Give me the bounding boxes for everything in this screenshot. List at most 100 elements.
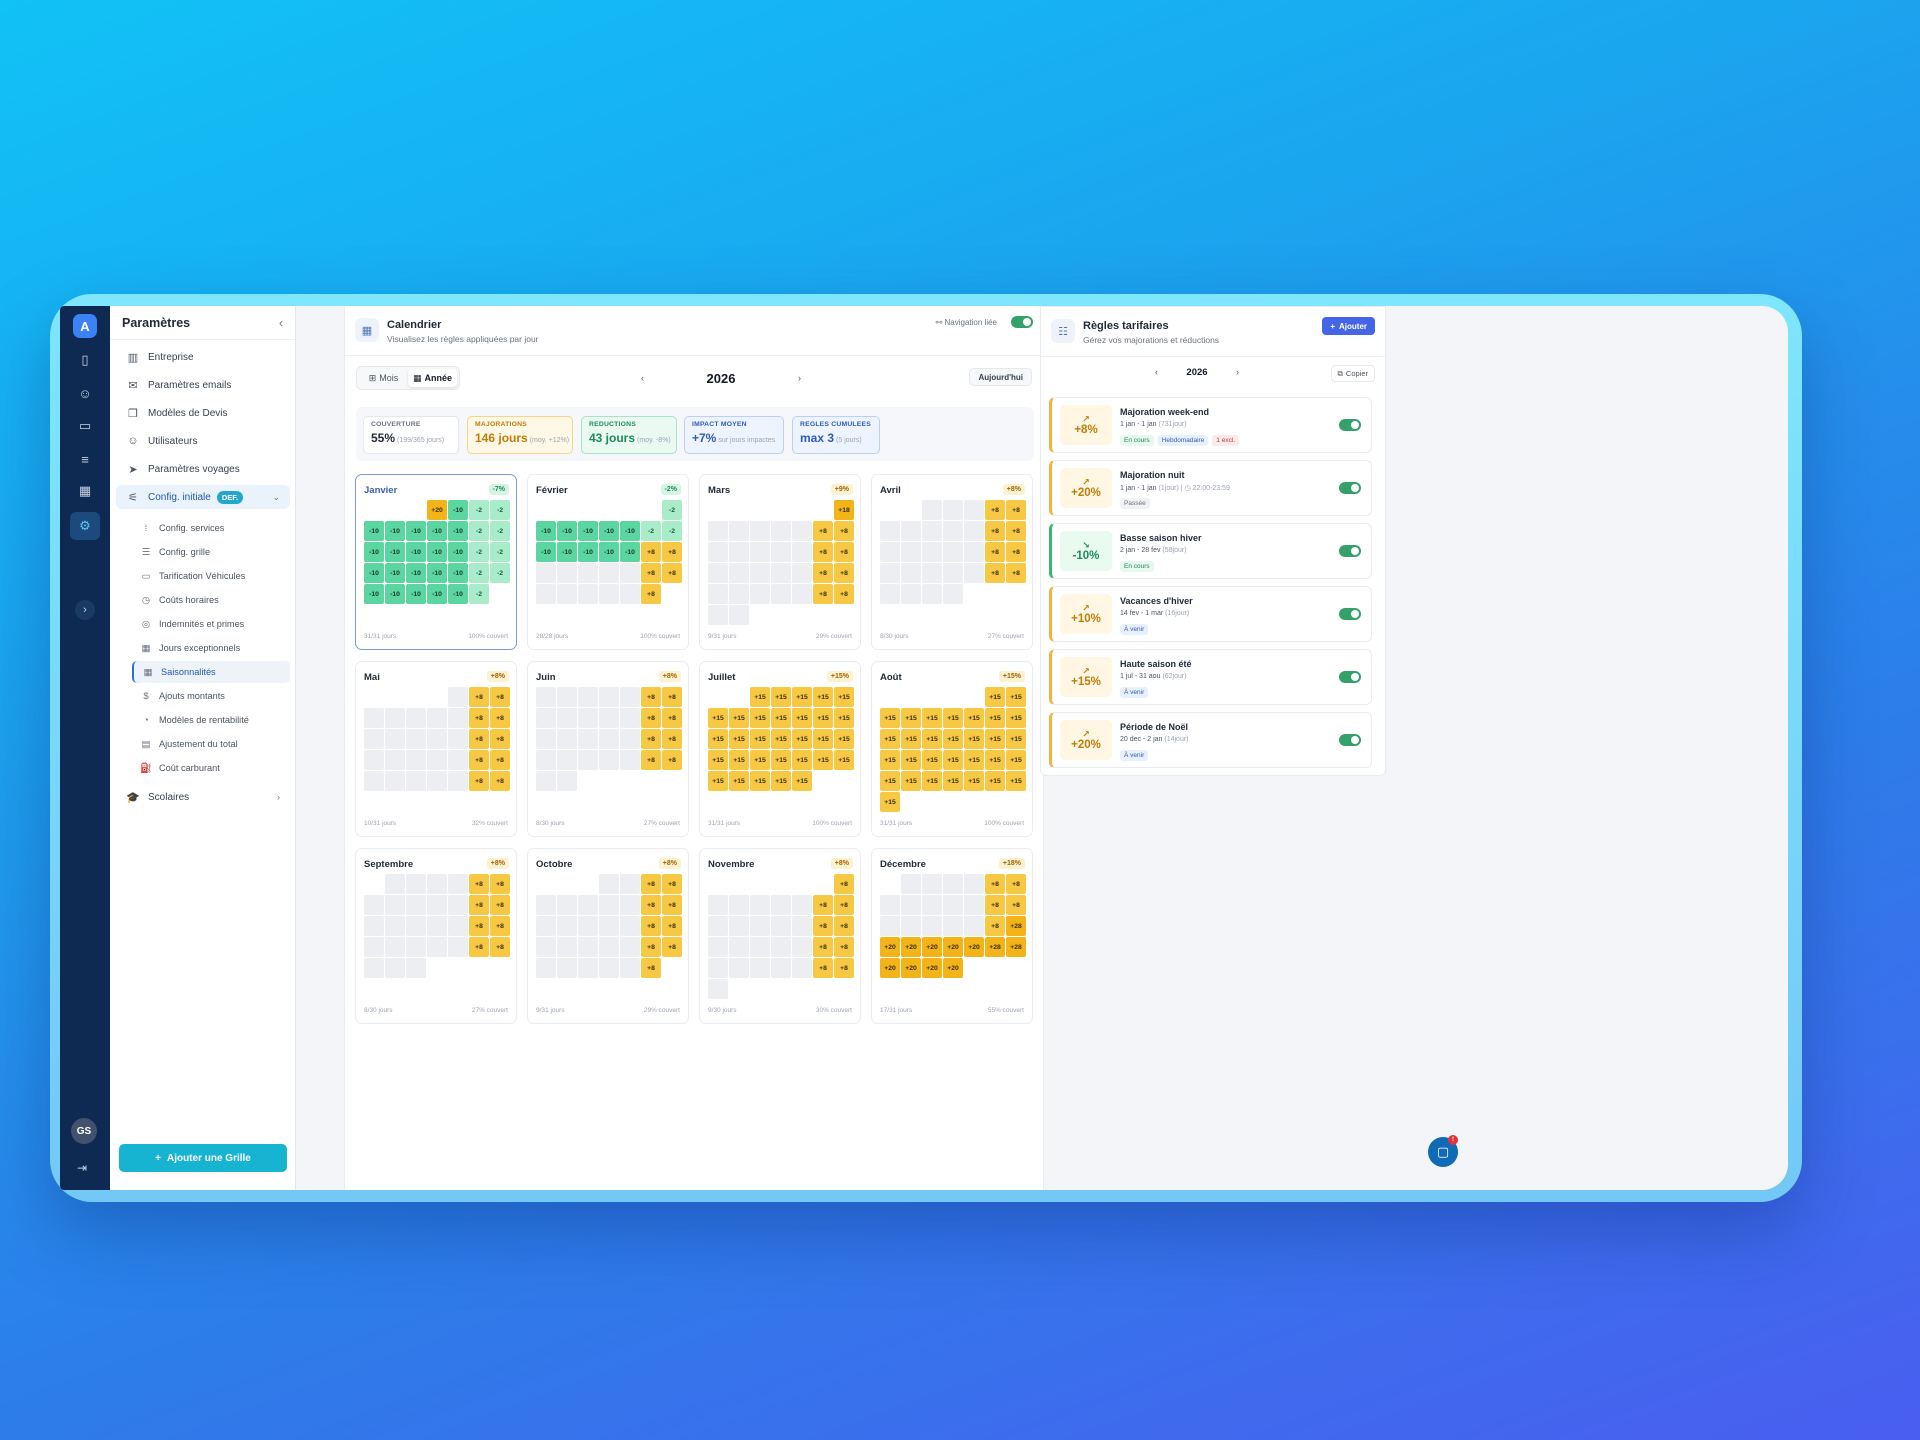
day-cell[interactable]: +8 [813, 584, 833, 604]
day-cell[interactable] [708, 979, 728, 999]
subitem-indemnites[interactable]: ◎ Indemnités et primes [132, 613, 290, 635]
day-cell[interactable]: +8 [1006, 895, 1026, 915]
day-cell[interactable] [536, 729, 556, 749]
day-cell[interactable] [729, 542, 749, 562]
day-cell[interactable] [578, 584, 598, 604]
view-month-button[interactable]: ⊞ Mois [359, 369, 408, 387]
day-cell[interactable]: +8 [1006, 500, 1026, 520]
day-cell[interactable] [729, 937, 749, 957]
day-cell[interactable] [901, 584, 921, 604]
day-cell[interactable]: +15 [1006, 687, 1026, 707]
day-cell[interactable]: +8 [985, 542, 1005, 562]
rule-active-toggle[interactable] [1339, 608, 1361, 620]
day-cell[interactable]: +15 [792, 771, 812, 791]
day-cell[interactable] [880, 916, 900, 936]
day-cell[interactable]: +15 [750, 687, 770, 707]
day-cell[interactable]: +8 [813, 521, 833, 541]
day-cell[interactable]: -10 [406, 584, 426, 604]
day-cell[interactable]: +15 [901, 708, 921, 728]
day-cell[interactable]: +8 [662, 750, 682, 770]
day-cell[interactable]: +8 [834, 563, 854, 583]
day-cell[interactable]: +15 [708, 771, 728, 791]
day-cell[interactable]: +8 [834, 895, 854, 915]
day-cell[interactable] [943, 521, 963, 541]
month-card[interactable]: Janvier -7% +20 -10 -2 -2 -10 -10 -10 -10 -10 -2 -2-… [355, 474, 517, 650]
day-cell[interactable]: -2 [469, 563, 489, 583]
day-cell[interactable]: -10 [557, 542, 577, 562]
day-cell[interactable]: -2 [662, 500, 682, 520]
day-cell[interactable]: +8 [985, 563, 1005, 583]
day-cell[interactable]: +20 [880, 958, 900, 978]
day-cell[interactable] [729, 521, 749, 541]
day-cell[interactable]: +8 [834, 542, 854, 562]
day-cell[interactable] [385, 750, 405, 770]
day-cell[interactable] [708, 563, 728, 583]
day-cell[interactable]: -10 [448, 584, 468, 604]
day-cell[interactable] [385, 708, 405, 728]
day-cell[interactable] [943, 895, 963, 915]
add-grid-button[interactable]: + Ajouter une Grille [119, 1144, 287, 1172]
day-cell[interactable] [406, 708, 426, 728]
day-cell[interactable]: +8 [490, 708, 510, 728]
day-cell[interactable]: -10 [448, 500, 468, 520]
day-cell[interactable] [901, 895, 921, 915]
day-cell[interactable]: +20 [922, 958, 942, 978]
day-cell[interactable] [943, 584, 963, 604]
next-year-icon[interactable]: › [1235, 367, 1239, 377]
day-cell[interactable] [599, 895, 619, 915]
day-cell[interactable] [406, 937, 426, 957]
day-cell[interactable] [427, 708, 447, 728]
day-cell[interactable] [922, 874, 942, 894]
day-cell[interactable] [406, 874, 426, 894]
day-cell[interactable] [536, 687, 556, 707]
day-cell[interactable]: +8 [469, 708, 489, 728]
day-cell[interactable]: +15 [922, 729, 942, 749]
day-cell[interactable] [922, 563, 942, 583]
day-cell[interactable]: -10 [578, 542, 598, 562]
chevron-down-icon[interactable]: ⌄ [272, 491, 280, 502]
bus-icon[interactable]: ▯ [81, 352, 89, 367]
day-cell[interactable] [620, 584, 640, 604]
day-cell[interactable]: +18 [834, 500, 854, 520]
day-cell[interactable]: +8 [641, 895, 661, 915]
day-cell[interactable]: +8 [834, 958, 854, 978]
rule-active-toggle[interactable] [1339, 734, 1361, 746]
day-cell[interactable] [599, 937, 619, 957]
day-cell[interactable]: +8 [834, 521, 854, 541]
day-cell[interactable]: +15 [943, 729, 963, 749]
day-cell[interactable]: -10 [427, 584, 447, 604]
day-cell[interactable] [771, 958, 791, 978]
day-cell[interactable] [578, 563, 598, 583]
day-cell[interactable]: +15 [771, 708, 791, 728]
day-cell[interactable] [943, 916, 963, 936]
day-cell[interactable]: -10 [427, 563, 447, 583]
day-cell[interactable] [364, 916, 384, 936]
day-cell[interactable]: +15 [750, 750, 770, 770]
day-cell[interactable] [364, 729, 384, 749]
day-cell[interactable]: +8 [641, 542, 661, 562]
day-cell[interactable]: +8 [469, 895, 489, 915]
day-cell[interactable] [901, 521, 921, 541]
day-cell[interactable]: +15 [901, 729, 921, 749]
day-cell[interactable] [557, 750, 577, 770]
day-cell[interactable] [427, 895, 447, 915]
day-cell[interactable]: +15 [771, 687, 791, 707]
day-cell[interactable] [620, 687, 640, 707]
day-cell[interactable]: +15 [813, 729, 833, 749]
day-cell[interactable]: +28 [985, 937, 1005, 957]
month-card[interactable]: Décembre +18% +8 +8 +8 +8 +8 +28 +20 +20 +20 +20 +20… [871, 848, 1033, 1024]
day-cell[interactable]: +15 [750, 729, 770, 749]
day-cell[interactable]: +15 [985, 771, 1005, 791]
day-cell[interactable]: +15 [1006, 771, 1026, 791]
rule-active-toggle[interactable] [1339, 545, 1361, 557]
day-cell[interactable]: +20 [901, 958, 921, 978]
subitem-vehicules[interactable]: ▭ Tarification Véhicules [132, 565, 290, 587]
next-year-icon[interactable]: › [797, 373, 801, 383]
month-card[interactable]: Septembre +8% +8 +8 +8 +8 +8 +8 +8 +8 8/30 jours 27… [355, 848, 517, 1024]
day-cell[interactable] [448, 708, 468, 728]
day-cell[interactable] [922, 500, 942, 520]
day-cell[interactable] [557, 687, 577, 707]
day-cell[interactable]: +15 [943, 771, 963, 791]
day-cell[interactable] [599, 584, 619, 604]
day-cell[interactable]: -10 [364, 521, 384, 541]
